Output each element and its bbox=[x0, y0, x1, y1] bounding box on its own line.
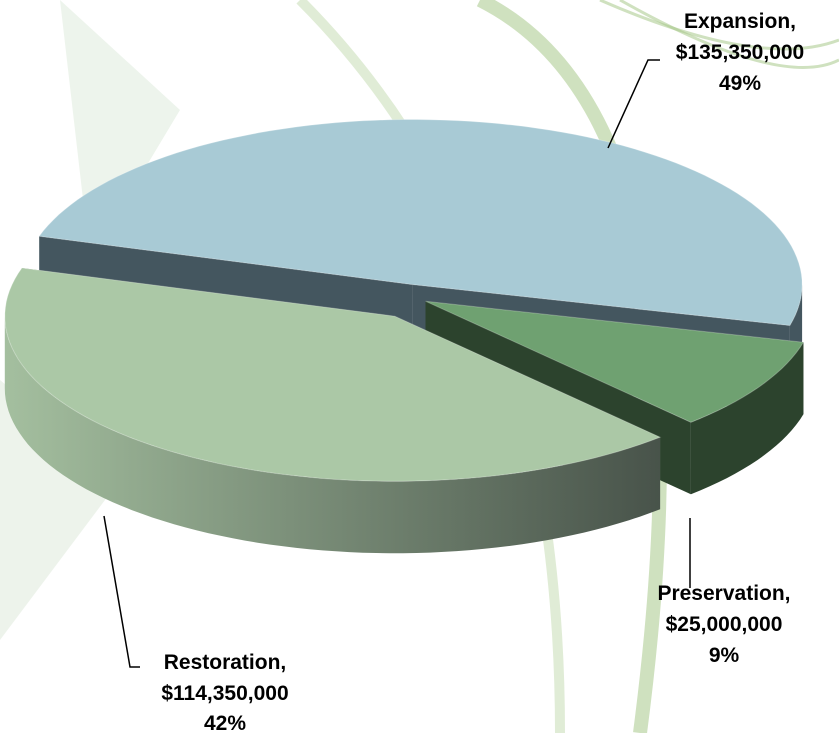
leader-line bbox=[103, 515, 140, 668]
percent-label: 42% bbox=[204, 712, 246, 733]
labels: Expansion, $135,350,000 49% Preservation… bbox=[103, 10, 804, 733]
slice-side bbox=[690, 342, 804, 495]
percent-label: 49% bbox=[719, 72, 761, 95]
category-label: Preservation, bbox=[657, 582, 790, 605]
percent-label: 9% bbox=[709, 644, 740, 667]
leader-line bbox=[607, 59, 660, 149]
slice bbox=[38, 119, 803, 327]
category-label: Restoration, bbox=[164, 651, 287, 674]
slice bbox=[4, 267, 662, 482]
value-label: $25,000,000 bbox=[666, 613, 783, 636]
slice bbox=[425, 300, 805, 423]
slices bbox=[4, 119, 805, 554]
value-label: $114,350,000 bbox=[161, 682, 288, 705]
category-label: Expansion, bbox=[684, 10, 796, 33]
slice-side bbox=[4, 316, 661, 554]
value-label: $135,350,000 bbox=[676, 41, 804, 64]
